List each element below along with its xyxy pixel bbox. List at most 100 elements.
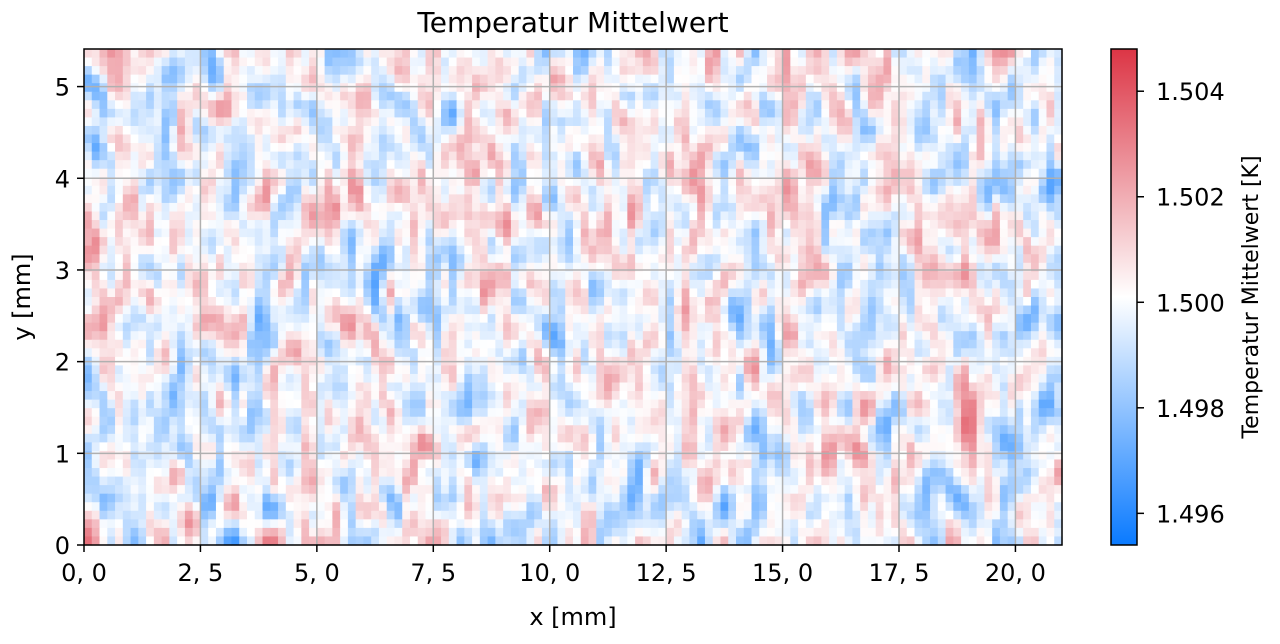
heatmap-cell (704, 220, 714, 230)
heatmap-cell (1046, 297, 1055, 307)
heatmap-cell (518, 339, 528, 349)
heatmap-cell (1030, 100, 1040, 110)
heatmap-cell (596, 100, 605, 110)
heatmap-cell (666, 262, 675, 272)
heatmap-cell (635, 91, 644, 101)
heatmap-cell (534, 271, 543, 281)
heatmap-cell (580, 202, 590, 213)
heatmap-cell (410, 279, 419, 290)
heatmap-cell (992, 91, 1001, 101)
heatmap-cell (821, 322, 830, 332)
heatmap-cell (448, 288, 458, 298)
heatmap-cell (324, 297, 333, 307)
heatmap-cell (301, 339, 310, 349)
heatmap-cell (270, 185, 279, 195)
heatmap-cell (495, 185, 504, 195)
heatmap-cell (767, 339, 776, 349)
heatmap-cell (223, 202, 233, 213)
heatmap-cell (673, 228, 683, 238)
heatmap-cell (852, 211, 861, 221)
heatmap-cell (930, 220, 939, 230)
heatmap-cell (239, 202, 248, 213)
heatmap-cell (728, 245, 737, 255)
heatmap-cell (254, 339, 264, 349)
heatmap-cell (1007, 322, 1017, 332)
heatmap-cell (122, 91, 132, 101)
heatmap-cell (332, 117, 341, 127)
heatmap-cell (736, 117, 745, 127)
heatmap-cell (177, 220, 186, 230)
heatmap-cell (860, 57, 869, 67)
heatmap-cell (728, 262, 737, 272)
heatmap-cell (992, 49, 1001, 59)
heatmap-cell (1046, 74, 1055, 84)
heatmap-cell (417, 322, 427, 332)
heatmap-cell (208, 373, 217, 384)
heatmap-cell (1054, 228, 1063, 238)
heatmap-cell (270, 108, 279, 119)
heatmap-cell (937, 100, 947, 110)
heatmap-cell (899, 66, 908, 76)
heatmap-cell (262, 279, 271, 290)
heatmap-cell (363, 108, 372, 119)
heatmap-cell (844, 49, 854, 59)
heatmap-cell (184, 331, 194, 341)
heatmap-cell (254, 74, 264, 84)
heatmap-cell (836, 322, 846, 332)
heatmap-cell (91, 237, 101, 247)
heatmap-cell (247, 254, 256, 264)
heatmap-cell (712, 83, 722, 93)
heatmap-cell (1007, 83, 1017, 93)
heatmap-cell (852, 117, 861, 127)
heatmap-cell (836, 194, 846, 204)
heatmap-cell (1054, 365, 1063, 375)
heatmap-cell (293, 245, 302, 255)
heatmap-cell (573, 322, 582, 332)
heatmap-cell (736, 305, 745, 315)
heatmap-cell (433, 254, 442, 264)
heatmap-cell (759, 125, 768, 136)
heatmap-cell (712, 185, 722, 195)
heatmap-cell (860, 322, 869, 332)
heatmap-cell (704, 202, 714, 213)
heatmap-cell (914, 331, 923, 341)
heatmap-cell (914, 83, 923, 93)
heatmap-cell (774, 108, 784, 119)
heatmap-cell (1046, 91, 1055, 101)
heatmap-cell (386, 262, 396, 272)
heatmap-cell (340, 279, 349, 290)
heatmap-cell (1046, 271, 1055, 281)
heatmap-cell (200, 100, 209, 110)
heatmap-cell (301, 314, 310, 324)
heatmap-cell (107, 194, 116, 204)
heatmap-cell (1046, 245, 1055, 255)
heatmap-cell (1038, 365, 1048, 375)
heatmap-cell (464, 143, 473, 153)
heatmap-cell (673, 66, 683, 76)
heatmap-cell (1015, 177, 1024, 187)
heatmap-cell (588, 220, 597, 230)
heatmap-cell (138, 151, 147, 161)
heatmap-cell (239, 305, 248, 315)
heatmap-cell (215, 49, 225, 59)
heatmap-cell (867, 348, 877, 358)
heatmap-cell (565, 134, 574, 144)
heatmap-cell (247, 168, 256, 178)
heatmap-cell (557, 202, 566, 213)
heatmap-cell (425, 177, 434, 187)
heatmap-cell (627, 373, 636, 384)
heatmap-cell (650, 211, 659, 221)
heatmap-cell (262, 322, 271, 332)
heatmap-cell (1015, 365, 1024, 375)
heatmap-cell (650, 74, 659, 84)
heatmap-cell (712, 228, 722, 238)
heatmap-cell (324, 305, 333, 315)
heatmap-cell (813, 211, 822, 221)
heatmap-cell (743, 57, 753, 67)
heatmap-cell (441, 177, 450, 187)
heatmap-cell (208, 117, 217, 127)
heatmap-cell (410, 220, 419, 230)
heatmap-cell (1046, 288, 1055, 298)
heatmap-cell (417, 331, 427, 341)
heatmap-cell (673, 108, 683, 119)
